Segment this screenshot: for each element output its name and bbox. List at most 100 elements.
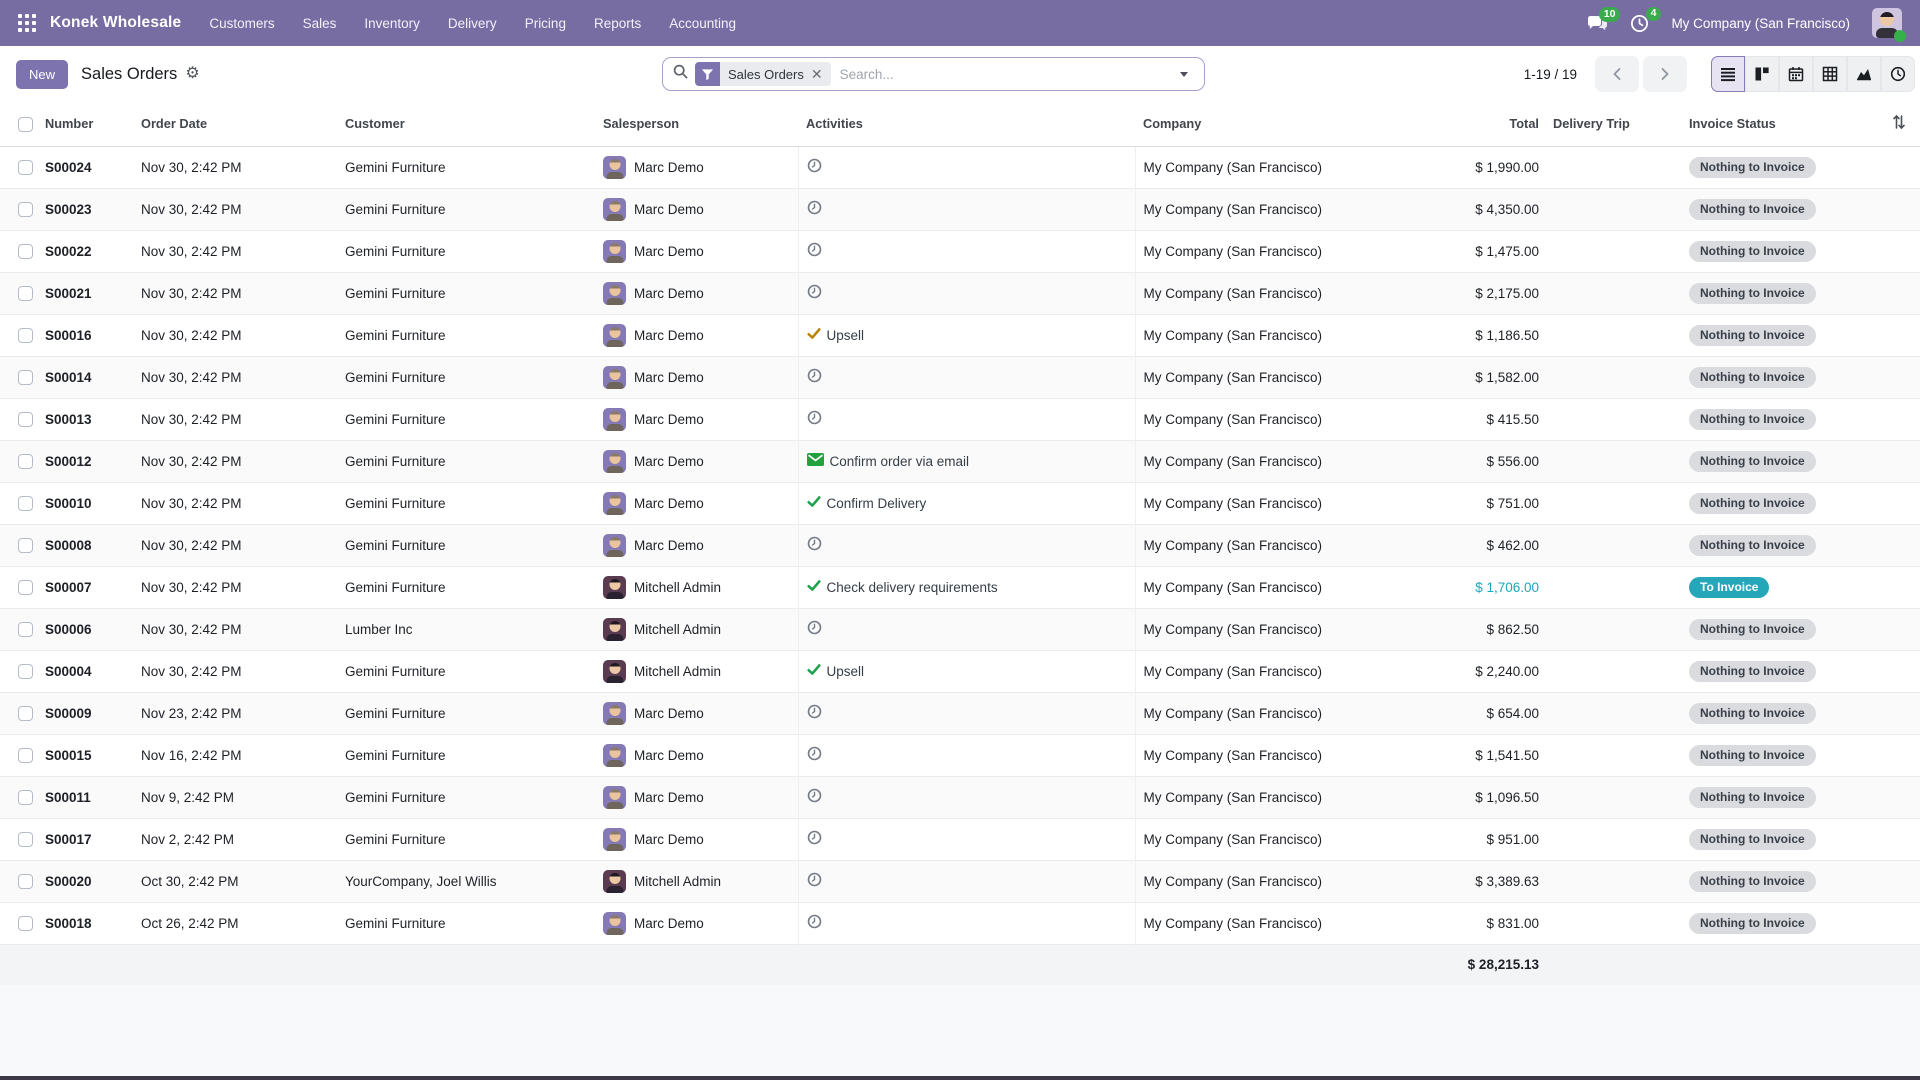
row-checkbox[interactable] (18, 747, 33, 763)
row-select-cell[interactable] (0, 523, 40, 566)
view-calendar-button[interactable] (1779, 56, 1813, 92)
row-checkbox[interactable] (18, 663, 33, 679)
row-select-cell[interactable] (0, 775, 40, 818)
activity-clock-icon[interactable] (807, 914, 822, 932)
row-checkbox[interactable] (18, 327, 33, 343)
row-select-cell[interactable] (0, 901, 40, 944)
activity-clock-icon[interactable] (807, 788, 822, 806)
activity-cell[interactable]: Upsell (797, 649, 1135, 692)
column-header-invoice-status[interactable]: Invoice Status (1657, 102, 1825, 147)
table-row[interactable]: S00006 Nov 30, 2:42 PM Lumber Inc Mitche… (0, 607, 1920, 650)
table-row[interactable]: S00011 Nov 9, 2:42 PM Gemini Furniture M… (0, 775, 1920, 818)
search-bar[interactable]: Sales Orders ✕ (662, 57, 1205, 91)
view-settings-gear-icon[interactable]: ⚙ (185, 65, 200, 82)
row-select-cell[interactable] (0, 691, 40, 734)
activity-cell[interactable] (797, 397, 1135, 440)
activity-clock-icon[interactable] (807, 368, 822, 386)
activity-cell[interactable]: Confirm Delivery (797, 481, 1135, 524)
activity-check-icon[interactable] (806, 327, 821, 343)
column-header-activities[interactable]: Activities (798, 102, 1135, 147)
pager-next-button[interactable] (1643, 56, 1687, 92)
view-list-button[interactable] (1711, 56, 1745, 92)
activity-cell[interactable]: Check delivery requirements (797, 565, 1135, 608)
activity-check-icon[interactable] (806, 663, 821, 679)
menu-reports[interactable]: Reports (593, 15, 642, 31)
menu-customers[interactable]: Customers (209, 15, 275, 31)
row-checkbox[interactable] (18, 495, 33, 511)
table-row[interactable]: S00004 Nov 30, 2:42 PM Gemini Furniture … (0, 649, 1920, 692)
table-row[interactable]: S00015 Nov 16, 2:42 PM Gemini Furniture … (0, 733, 1920, 776)
row-select-cell[interactable] (0, 733, 40, 776)
table-row[interactable]: S00013 Nov 30, 2:42 PM Gemini Furniture … (0, 397, 1920, 440)
table-row[interactable]: S00008 Nov 30, 2:42 PM Gemini Furniture … (0, 523, 1920, 566)
menu-delivery[interactable]: Delivery (447, 15, 497, 31)
company-switcher[interactable]: My Company (San Francisco) (1671, 15, 1850, 31)
facet-remove-icon[interactable]: ✕ (810, 66, 823, 82)
row-checkbox[interactable] (18, 285, 33, 301)
row-select-cell[interactable] (0, 817, 40, 860)
select-all-checkbox[interactable] (18, 116, 33, 132)
table-row[interactable]: S00021 Nov 30, 2:42 PM Gemini Furniture … (0, 271, 1920, 314)
column-header-salesperson[interactable]: Salesperson (598, 102, 798, 147)
new-button[interactable]: New (16, 59, 69, 89)
activity-clock-icon[interactable] (807, 200, 822, 218)
activity-clock-icon[interactable] (807, 872, 822, 890)
activity-cell[interactable] (797, 817, 1135, 860)
activity-cell[interactable] (797, 145, 1135, 188)
row-select-cell[interactable] (0, 481, 40, 524)
activity-clock-icon[interactable] (807, 410, 822, 428)
row-select-cell[interactable] (0, 649, 40, 692)
table-row[interactable]: S00012 Nov 30, 2:42 PM Gemini Furniture … (0, 439, 1920, 482)
row-checkbox[interactable] (18, 579, 33, 595)
messages-icon[interactable]: 10 (1587, 7, 1621, 32)
row-checkbox[interactable] (18, 537, 33, 553)
activity-clock-icon[interactable] (807, 746, 822, 764)
table-row[interactable]: S00023 Nov 30, 2:42 PM Gemini Furniture … (0, 187, 1920, 230)
column-header-delivery-trip[interactable]: Delivery Trip (1545, 102, 1657, 147)
column-header-order-date[interactable]: Order Date (136, 102, 340, 147)
user-avatar[interactable] (1872, 8, 1906, 42)
menu-pricing[interactable]: Pricing (524, 15, 566, 31)
table-row[interactable]: S00020 Oct 30, 2:42 PM YourCompany, Joel… (0, 859, 1920, 902)
row-select-cell[interactable] (0, 355, 40, 398)
activity-cell[interactable] (797, 733, 1135, 776)
pager-previous-button[interactable] (1595, 56, 1639, 92)
activity-cell[interactable]: Upsell (797, 313, 1135, 356)
table-row[interactable]: S00007 Nov 30, 2:42 PM Gemini Furniture … (0, 565, 1920, 608)
activity-cell[interactable]: Confirm order via email (797, 439, 1135, 482)
activity-clock-icon[interactable] (807, 704, 822, 722)
row-select-cell[interactable] (0, 397, 40, 440)
table-row[interactable]: S00022 Nov 30, 2:42 PM Gemini Furniture … (0, 229, 1920, 272)
column-header-company[interactable]: Company (1135, 102, 1397, 147)
activity-clock-icon[interactable] (807, 284, 822, 302)
activity-cell[interactable] (797, 859, 1135, 902)
row-checkbox[interactable] (18, 159, 33, 175)
row-select-cell[interactable] (0, 439, 40, 482)
activities-icon[interactable]: 4 (1630, 6, 1662, 33)
activity-cell[interactable] (797, 691, 1135, 734)
table-row[interactable]: S00009 Nov 23, 2:42 PM Gemini Furniture … (0, 691, 1920, 734)
table-row[interactable]: S00024 Nov 30, 2:42 PM Gemini Furniture … (0, 145, 1920, 188)
row-checkbox[interactable] (18, 369, 33, 385)
menu-sales[interactable]: Sales (302, 15, 337, 31)
menu-inventory[interactable]: Inventory (364, 15, 420, 31)
view-pivot-button[interactable] (1813, 56, 1847, 92)
row-select-cell[interactable] (0, 313, 40, 356)
app-brand[interactable]: Konek Wholesale (50, 14, 182, 31)
activity-clock-icon[interactable] (807, 620, 822, 638)
row-select-cell[interactable] (0, 271, 40, 314)
select-all-cell[interactable] (0, 102, 40, 147)
view-kanban-button[interactable] (1745, 56, 1779, 92)
table-row[interactable]: S00018 Oct 26, 2:42 PM Gemini Furniture … (0, 901, 1920, 944)
search-input[interactable] (839, 66, 1172, 82)
row-checkbox[interactable] (18, 873, 33, 889)
activity-clock-icon[interactable] (807, 242, 822, 260)
activity-cell[interactable] (797, 355, 1135, 398)
view-graph-button[interactable] (1847, 56, 1881, 92)
row-checkbox[interactable] (18, 915, 33, 931)
search-dropdown-caret-icon[interactable] (1180, 71, 1188, 77)
row-select-cell[interactable] (0, 607, 40, 650)
row-checkbox[interactable] (18, 201, 33, 217)
row-checkbox[interactable] (18, 789, 33, 805)
column-header-total[interactable]: Total (1397, 102, 1545, 147)
